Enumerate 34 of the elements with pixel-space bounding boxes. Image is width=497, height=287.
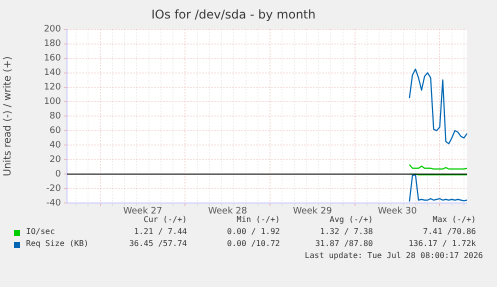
- x-tick-label: Week 28: [208, 206, 248, 217]
- x-tick-label: Week 29: [292, 206, 332, 217]
- legend-label: IO/sec: [26, 227, 55, 236]
- y-tick-label: -20: [46, 184, 62, 194]
- y-tick-label: 60: [50, 126, 62, 136]
- text: 7.41 /70.86: [423, 227, 476, 236]
- text: 36.45 /57.74: [129, 239, 187, 248]
- text: 136.17 / 1.72k: [408, 239, 476, 248]
- y-tick-label: -40: [46, 198, 62, 208]
- text: Max (-/+): [432, 215, 476, 224]
- y-tick-label: 120: [44, 82, 62, 93]
- x-tick-label: Week 27: [123, 206, 162, 217]
- text: Last update: Tue Jul 28 08:00:17 2026: [304, 251, 483, 260]
- y-tick-label: 200: [44, 24, 62, 35]
- text: Min (-/+): [236, 215, 280, 224]
- text: Avg (-/+): [330, 215, 373, 224]
- y-tick-label: 20: [50, 154, 62, 165]
- legend-label: Req Size (KB): [26, 239, 89, 248]
- text: 1.21 / 7.44: [134, 227, 187, 236]
- y-tick-label: 40: [50, 140, 62, 150]
- y-tick-label: 80: [50, 112, 62, 122]
- y-tick-label: 160: [44, 54, 62, 64]
- text: 1.32 / 7.38: [320, 227, 373, 236]
- text: 0.00 / 1.92: [227, 227, 280, 236]
- x-tick-label: Week 30: [378, 206, 418, 217]
- y-tick-label: 140: [44, 68, 62, 78]
- y-axis-title: Units read (-) / write (+): [2, 56, 14, 176]
- text: 0.00 /10.72: [227, 239, 280, 248]
- text: 31.87 /87.80: [315, 239, 373, 248]
- y-tick-label: 180: [44, 39, 62, 50]
- y-tick-label: 100: [44, 97, 62, 108]
- chart-title: IOs for /dev/sda - by month: [151, 7, 316, 22]
- y-tick-label: 0: [55, 169, 62, 180]
- text: Cur (-/+): [144, 215, 187, 224]
